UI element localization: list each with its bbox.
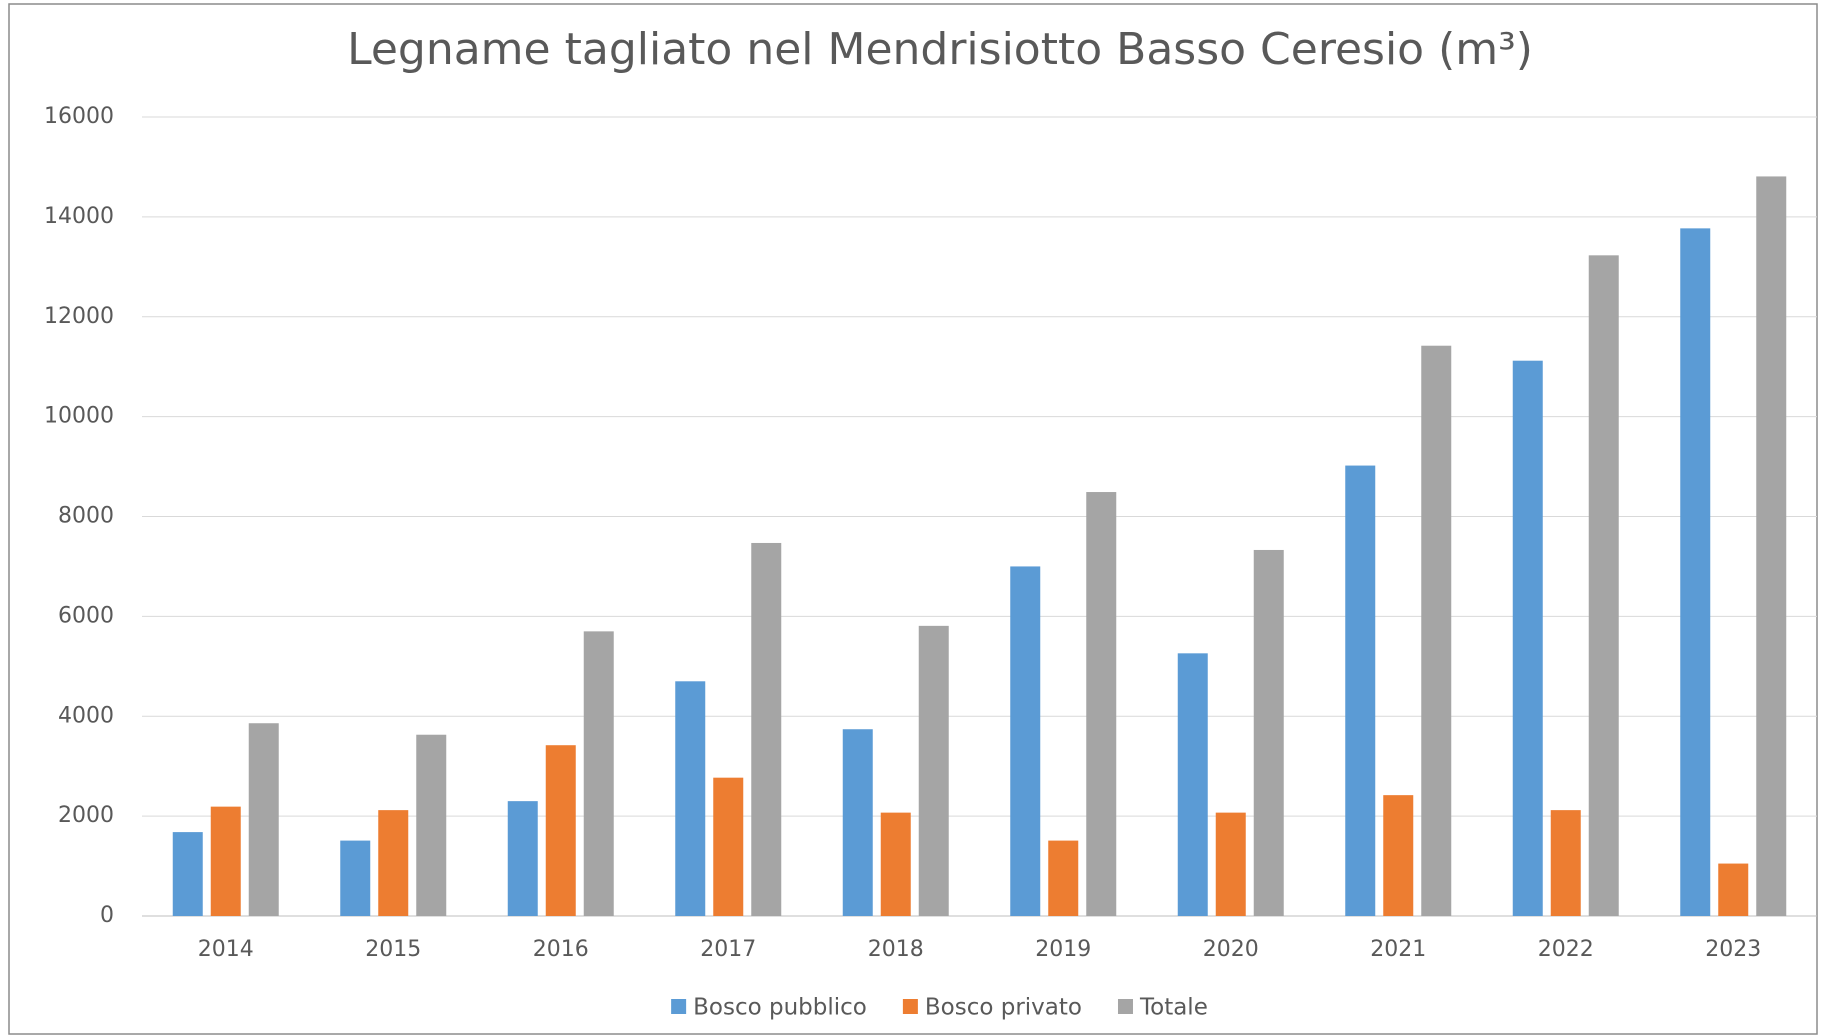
bar	[545, 745, 576, 916]
bar	[1253, 549, 1284, 916]
bar	[583, 631, 614, 916]
y-tick-label: 10000	[44, 404, 114, 429]
x-tick-label: 2018	[868, 937, 924, 962]
bar	[675, 681, 706, 916]
bar	[1345, 465, 1376, 916]
bar	[1010, 566, 1041, 916]
x-tick-label: 2023	[1705, 937, 1761, 962]
y-tick-label: 12000	[44, 304, 114, 329]
bar	[880, 812, 911, 916]
y-tick-label: 2000	[58, 803, 114, 828]
bar	[1215, 812, 1246, 916]
legend-label: Bosco privato	[925, 995, 1082, 1021]
bar	[1718, 863, 1749, 916]
bar	[210, 806, 241, 916]
bar	[842, 729, 873, 916]
legend-swatch	[1117, 999, 1133, 1014]
bar	[1048, 840, 1079, 916]
chart-border	[8, 3, 1818, 1035]
x-tick-label: 2014	[198, 937, 254, 962]
x-tick-label: 2015	[365, 937, 421, 962]
bar	[172, 832, 203, 916]
bar	[378, 810, 409, 916]
x-tick-label: 2021	[1370, 937, 1426, 962]
x-tick-label: 2017	[700, 937, 756, 962]
chart-title: Legname tagliato nel Mendrisiotto Basso …	[347, 24, 1533, 75]
x-tick-label: 2016	[533, 937, 589, 962]
bar	[340, 840, 371, 916]
bar	[1756, 176, 1787, 916]
bar	[416, 734, 447, 916]
legend-label: Totale	[1139, 995, 1208, 1021]
bar	[1086, 492, 1117, 916]
bar	[507, 801, 538, 916]
x-tick-label: 2020	[1203, 937, 1259, 962]
y-tick-label: 4000	[58, 703, 114, 728]
bar	[1680, 228, 1711, 917]
y-tick-label: 0	[100, 903, 114, 928]
bar	[918, 625, 949, 916]
y-tick-label: 16000	[44, 104, 114, 129]
y-tick-label: 6000	[58, 603, 114, 628]
bar	[1550, 810, 1581, 916]
bar	[1512, 360, 1543, 916]
y-tick-label: 14000	[44, 204, 114, 229]
bar	[713, 777, 744, 916]
bar	[1177, 653, 1208, 916]
bar	[751, 542, 782, 916]
legend-label: Bosco pubblico	[693, 995, 867, 1021]
x-tick-label: 2022	[1538, 937, 1594, 962]
y-tick-label: 8000	[58, 504, 114, 529]
bar	[1588, 255, 1619, 916]
x-tick-label: 2019	[1035, 937, 1091, 962]
legend-swatch	[671, 999, 687, 1014]
bar	[248, 723, 279, 916]
legend-swatch	[902, 999, 918, 1014]
bar	[1383, 795, 1414, 916]
bar	[1421, 345, 1452, 916]
